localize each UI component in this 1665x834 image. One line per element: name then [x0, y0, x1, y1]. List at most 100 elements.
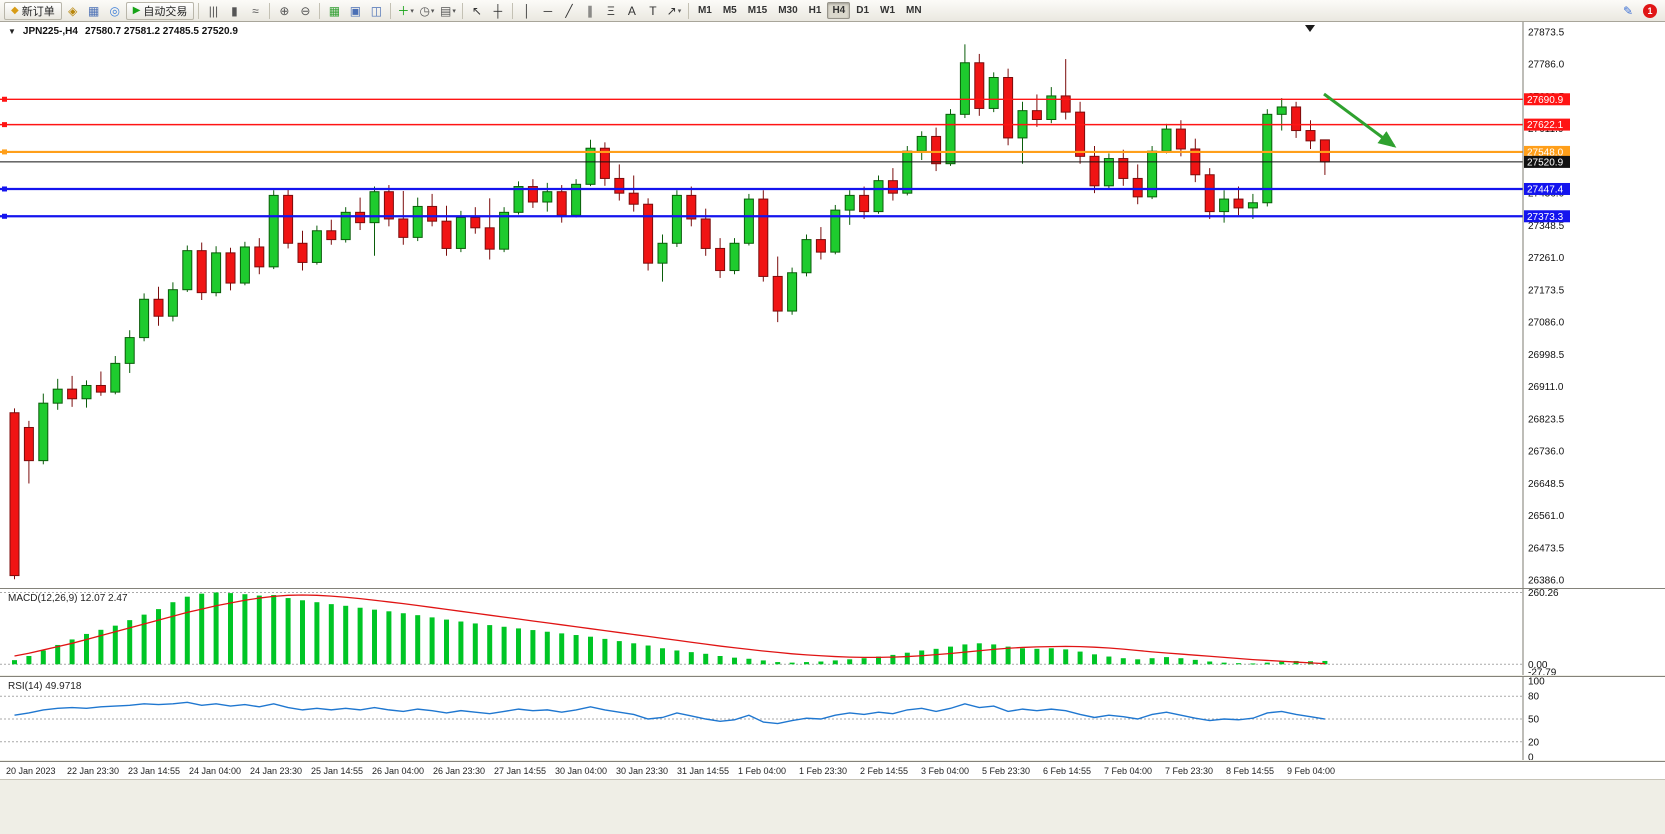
data-window-icon[interactable]: ▦ — [84, 2, 104, 20]
candle-body — [974, 62, 985, 109]
macd-histogram-bar — [703, 653, 709, 665]
candle-body — [383, 191, 394, 220]
market-watch-icon: ◈ — [68, 3, 78, 18]
market-watch-icon[interactable]: ◈ — [63, 2, 83, 20]
zoom-out-icon[interactable]: ⊖ — [295, 2, 315, 20]
macd-histogram-bar — [256, 595, 262, 665]
candle-body — [1003, 76, 1014, 139]
macd-histogram-bar — [674, 650, 680, 665]
macd-histogram-bar — [98, 629, 104, 665]
channel-icon[interactable]: ∥ — [580, 2, 600, 20]
timeframe-button-d1[interactable]: D1 — [856, 5, 870, 16]
cascade-windows-icon[interactable]: ▣ — [345, 2, 365, 20]
trend-arrow[interactable] — [1323, 92, 1397, 148]
timeframe-button-m5[interactable]: M5 — [722, 5, 737, 16]
macd-histogram-bar — [141, 614, 147, 665]
macd-histogram-bar — [861, 658, 867, 665]
price-badge-label: 27690.9 — [1527, 95, 1564, 106]
date-axis-label: 1 Feb 23:30 — [799, 766, 848, 776]
macd-histogram-bar — [386, 611, 392, 665]
crosshair-icon[interactable]: ┼ — [488, 2, 508, 20]
collapse-chart-icon[interactable]: ▼ — [8, 27, 16, 36]
line-chart-icon[interactable]: ≈ — [245, 2, 265, 20]
price-line-anchor[interactable] — [2, 96, 7, 102]
shapes-icon[interactable]: ↗ ▾ — [664, 2, 684, 20]
price-line-anchor[interactable] — [2, 149, 7, 155]
macd-histogram-bar — [328, 604, 334, 665]
macd-histogram-bar — [1106, 656, 1112, 665]
price-line-anchor[interactable] — [2, 122, 7, 128]
fibonacci-icon[interactable]: Ξ — [601, 2, 621, 20]
candle-body — [1161, 128, 1172, 152]
date-axis-label: 7 Feb 23:30 — [1165, 766, 1214, 776]
toolbar-separator — [461, 2, 463, 19]
price-line-anchor[interactable] — [2, 186, 7, 192]
date-axis-label: 24 Jan 04:00 — [189, 766, 242, 776]
tile-windows-icon[interactable]: ▦ — [324, 2, 344, 20]
zoom-in-icon[interactable]: ⊕ — [274, 2, 294, 20]
candle-body — [743, 198, 754, 244]
timeframe-button-h1[interactable]: H1 — [808, 5, 822, 16]
label-tool-icon[interactable]: T — [643, 2, 663, 20]
auto-trading-button[interactable]: ▶ 自动交易 — [125, 1, 195, 20]
new-order-button[interactable]: ◆ 新订单 — [4, 1, 62, 20]
candle-body — [715, 247, 726, 272]
price-axis-label: 26998.5 — [1528, 350, 1565, 361]
candle-body — [1247, 202, 1258, 209]
price-axis-label: 27086.0 — [1528, 318, 1565, 329]
bar-chart-icon[interactable]: ||| — [203, 2, 223, 20]
text-tool-icon[interactable]: A — [622, 2, 642, 20]
price-axis-label: 26561.0 — [1528, 511, 1565, 522]
candle-body — [700, 218, 711, 249]
chart-shift-marker[interactable] — [1305, 25, 1315, 32]
macd-histogram-bar — [1048, 648, 1054, 665]
candle-body — [1291, 106, 1302, 132]
macd-histogram-bar — [588, 636, 593, 665]
notification-badge[interactable]: 1 — [1643, 3, 1657, 18]
candle-body — [1175, 128, 1186, 150]
templates-icon[interactable]: ▤ ▾ — [438, 2, 458, 20]
macd-panel: 260.26 0.00-27.79 MACD(12,26,9) 12.07 2.47 — [0, 588, 1665, 675]
timeframe-button-mn[interactable]: MN — [906, 5, 922, 16]
cursor-icon: ↖ — [471, 3, 482, 18]
periods-clock-icon[interactable]: ◷ ▾ — [417, 2, 437, 20]
macd-histogram-bar — [271, 595, 277, 665]
macd-histogram-bar — [1178, 658, 1184, 665]
navigator-icon[interactable]: ◎ — [105, 2, 125, 20]
brush-icon[interactable]: ✎ — [1618, 2, 1638, 20]
chart-ohlc: 27580.7 27581.2 27485.5 27520.9 — [84, 26, 238, 37]
macd-histogram-bar — [242, 594, 248, 665]
candle-body — [9, 412, 20, 577]
candle-body — [326, 230, 337, 241]
candle-body — [556, 191, 567, 216]
trendline-icon[interactable]: ╱ — [559, 2, 579, 20]
macd-histogram-bar — [1207, 661, 1213, 665]
price-badge-label: 27622.1 — [1527, 120, 1564, 131]
arrange-windows-icon[interactable]: ◫ — [366, 2, 386, 20]
macd-histogram-bar — [487, 625, 493, 665]
candle-body — [945, 113, 956, 165]
candle-body — [38, 402, 49, 462]
timeframe-button-h4[interactable]: H4 — [827, 2, 851, 19]
cursor-icon[interactable]: ↖ — [467, 2, 487, 20]
horizontal-line-icon[interactable]: ─ — [538, 2, 558, 20]
macd-title: MACD(12,26,9) 12.07 2.47 — [8, 593, 128, 604]
timeframe-button-m15[interactable]: M15 — [747, 5, 768, 16]
candle-body — [211, 252, 222, 294]
timeframe-button-m1[interactable]: M1 — [697, 5, 712, 16]
indicators-icon[interactable]: ＋ ▾ — [395, 2, 416, 20]
timeframe-button-m30[interactable]: M30 — [778, 5, 798, 16]
timeframe-button-w1[interactable]: W1 — [880, 5, 896, 16]
line-chart-icon: ≈ — [252, 3, 259, 18]
macd-histogram-bar — [300, 600, 305, 665]
date-axis-label: 26 Jan 04:00 — [372, 766, 425, 776]
date-axis-label: 26 Jan 23:30 — [433, 766, 486, 776]
candle-body — [1089, 155, 1100, 187]
macd-histogram-bar — [1005, 646, 1011, 665]
macd-histogram-bar — [991, 644, 997, 665]
vertical-line-icon[interactable]: │ — [517, 2, 537, 20]
macd-histogram-bar — [1279, 661, 1285, 665]
macd-histogram-bar — [1063, 649, 1069, 665]
price-line-anchor[interactable] — [2, 213, 7, 219]
candlestick-chart-icon[interactable]: ▮ — [224, 2, 244, 20]
